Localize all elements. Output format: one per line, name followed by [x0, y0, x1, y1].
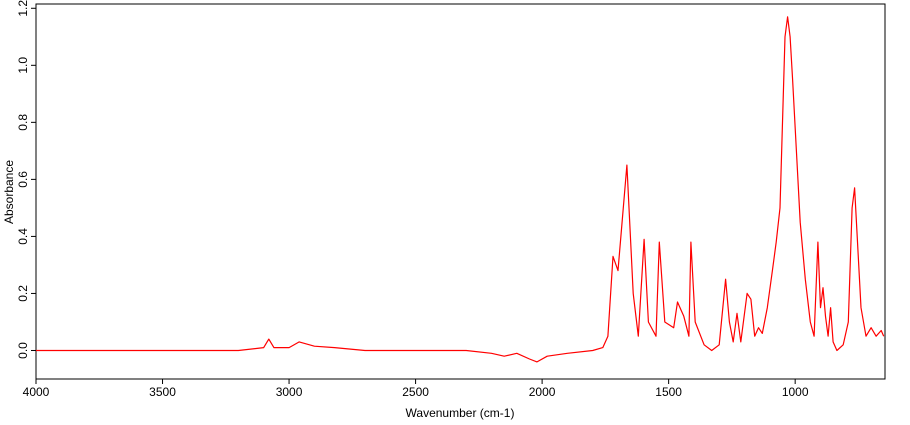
- x-tick-label: 3500: [149, 385, 176, 399]
- x-axis-label: Wavenumber (cm-1): [406, 406, 515, 420]
- x-tick-label: 4000: [23, 385, 50, 399]
- y-tick-label: 1.0: [16, 57, 30, 74]
- plot-frame: [35, 3, 886, 380]
- x-tick-label: 3000: [276, 385, 303, 399]
- x-tick-label: 2000: [529, 385, 556, 399]
- y-tick-label: 0.6: [16, 171, 30, 188]
- spectrum-line: [36, 16, 885, 363]
- x-tick-label: 2500: [402, 385, 429, 399]
- x-tick-label: 1500: [655, 385, 682, 399]
- y-tick-label: 1.2: [16, 0, 30, 17]
- y-tick-label: 0.4: [16, 228, 30, 245]
- x-tick-label: 1000: [782, 385, 809, 399]
- y-axis-label: Absorbance: [2, 160, 16, 224]
- y-tick-label: 0.2: [16, 285, 30, 302]
- y-tick-label: 0.0: [16, 342, 30, 359]
- y-tick-label: 0.8: [16, 114, 30, 131]
